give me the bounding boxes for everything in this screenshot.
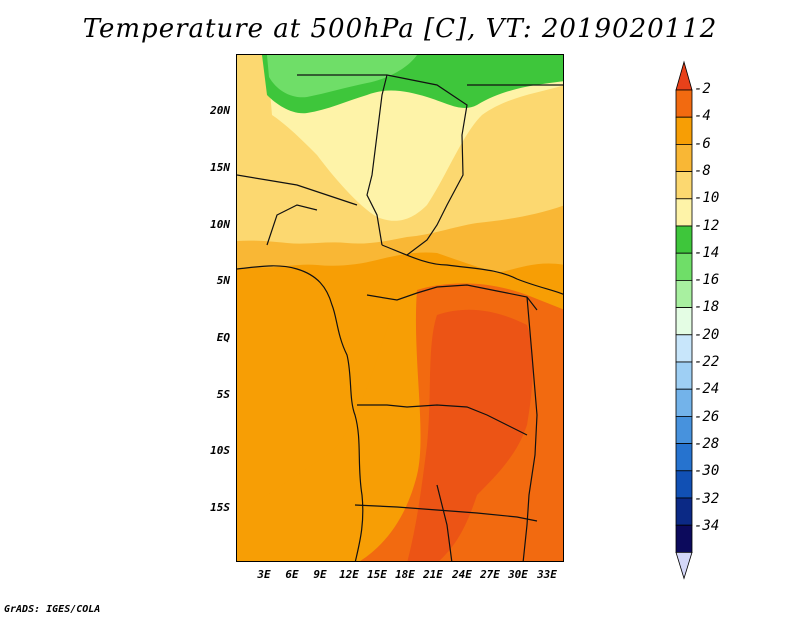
colorbar-box (675, 144, 693, 173)
colorbar-box (675, 415, 693, 444)
cbar-label-m20: -20 (694, 327, 720, 343)
lon-label-12e: 12E (339, 568, 359, 581)
colorbar-box (675, 252, 693, 281)
lon-label-9e: 9E (313, 568, 327, 581)
lat-label-15s: 15S (210, 501, 230, 514)
cbar-label-m32: -32 (694, 491, 720, 507)
lon-label-18e: 18E (395, 568, 415, 581)
lon-label-24e: 24E (452, 568, 472, 581)
colorbar-box (675, 279, 693, 308)
lat-label-10n: 10N (210, 218, 230, 231)
colorbar-box (675, 388, 693, 417)
colorbar-box (675, 307, 693, 336)
cbar-label-m26: -26 (694, 409, 720, 425)
cbar-label-m10: -10 (694, 190, 720, 206)
lat-label-10s: 10S (210, 444, 230, 457)
cbar-label-m22: -22 (694, 354, 720, 370)
colorbar-box (675, 443, 693, 472)
lon-label-27e: 27E (480, 568, 500, 581)
lat-label-5n: 5N (216, 274, 230, 287)
temperature-map (237, 55, 563, 561)
lon-label-3e: 3E (257, 568, 271, 581)
cbar-label-m12: -12 (694, 218, 720, 234)
cbar-label-m18: -18 (694, 299, 720, 315)
cbar-label-m24: -24 (694, 381, 720, 397)
lon-label-21e: 21E (423, 568, 443, 581)
colorbar-box (675, 470, 693, 499)
cbar-label-m4: -4 (694, 108, 711, 124)
colorbar-box (675, 524, 693, 553)
colorbar-box (675, 89, 693, 118)
colorbar-box (675, 171, 693, 200)
map-panel (236, 54, 564, 562)
lat-label-eq: EQ (216, 331, 230, 344)
lon-label-6e: 6E (285, 568, 299, 581)
cbar-label-m34: -34 (694, 518, 720, 534)
cbar-label-m2: -2 (694, 81, 711, 97)
cbar-label-m16: -16 (694, 272, 720, 288)
lon-label-30e: 30E (508, 568, 528, 581)
colorbar-box (675, 334, 693, 363)
lat-label-20n: 20N (210, 104, 230, 117)
colorbar-box (675, 225, 693, 254)
lat-label-15n: 15N (210, 161, 230, 174)
colorbar-box (675, 116, 693, 145)
colorbar (675, 60, 693, 580)
chart-title: Temperature at 500hPa [C], VT: 201902011… (82, 14, 718, 44)
lon-label-15e: 15E (367, 568, 387, 581)
cbar-label-m14: -14 (694, 245, 720, 261)
colorbar-box (675, 198, 693, 227)
cbar-label-m30: -30 (694, 463, 720, 479)
cbar-label-m28: -28 (694, 436, 720, 452)
credit-text: GrADS: IGES/COLA (4, 604, 101, 615)
colorbar-box (675, 497, 693, 526)
cbar-label-m8: -8 (694, 163, 711, 179)
colorbar-box (675, 361, 693, 390)
colorbar-top-arrow (675, 60, 693, 91)
lon-label-33e: 33E (537, 568, 557, 581)
colorbar-bottom-arrow (675, 551, 693, 580)
cbar-label-m6: -6 (694, 136, 711, 152)
lat-label-5s: 5S (216, 388, 230, 401)
